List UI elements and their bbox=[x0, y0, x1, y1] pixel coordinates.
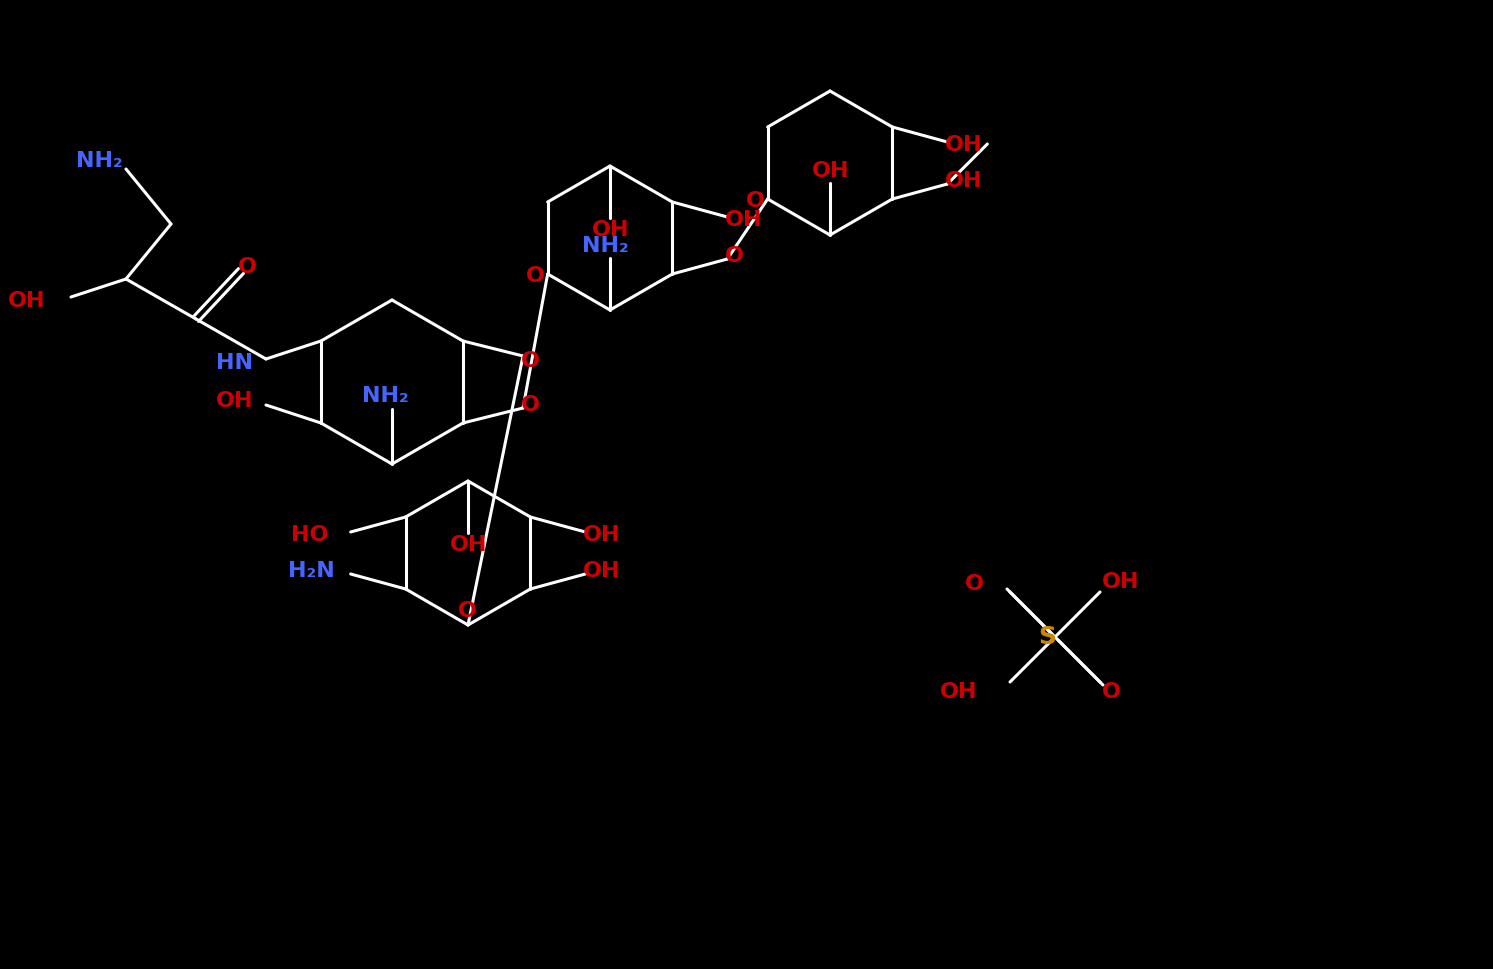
Text: OH: OH bbox=[1102, 572, 1139, 592]
Text: OH: OH bbox=[593, 220, 630, 240]
Text: O: O bbox=[964, 574, 984, 594]
Text: O: O bbox=[745, 191, 764, 211]
Text: HN: HN bbox=[216, 353, 252, 373]
Text: S: S bbox=[1038, 625, 1056, 649]
Text: O: O bbox=[458, 601, 476, 621]
Text: O: O bbox=[526, 266, 545, 286]
Text: OH: OH bbox=[584, 561, 621, 581]
Text: OH: OH bbox=[7, 291, 45, 311]
Text: OH: OH bbox=[726, 210, 763, 230]
Text: NH₂: NH₂ bbox=[361, 386, 409, 406]
Text: O: O bbox=[726, 246, 745, 266]
Text: OH: OH bbox=[216, 391, 254, 411]
Text: OH: OH bbox=[449, 535, 488, 555]
Text: OH: OH bbox=[941, 682, 978, 702]
Text: OH: OH bbox=[945, 135, 982, 155]
Text: HO: HO bbox=[291, 525, 328, 545]
Text: OH: OH bbox=[812, 161, 850, 181]
Text: OH: OH bbox=[945, 171, 982, 191]
Text: OH: OH bbox=[584, 525, 621, 545]
Text: O: O bbox=[237, 257, 257, 277]
Text: O: O bbox=[521, 351, 540, 371]
Text: NH₂: NH₂ bbox=[76, 151, 122, 171]
Text: O: O bbox=[521, 395, 540, 415]
Text: NH₂: NH₂ bbox=[582, 236, 629, 256]
Text: O: O bbox=[1102, 682, 1121, 702]
Text: H₂N: H₂N bbox=[288, 561, 334, 581]
